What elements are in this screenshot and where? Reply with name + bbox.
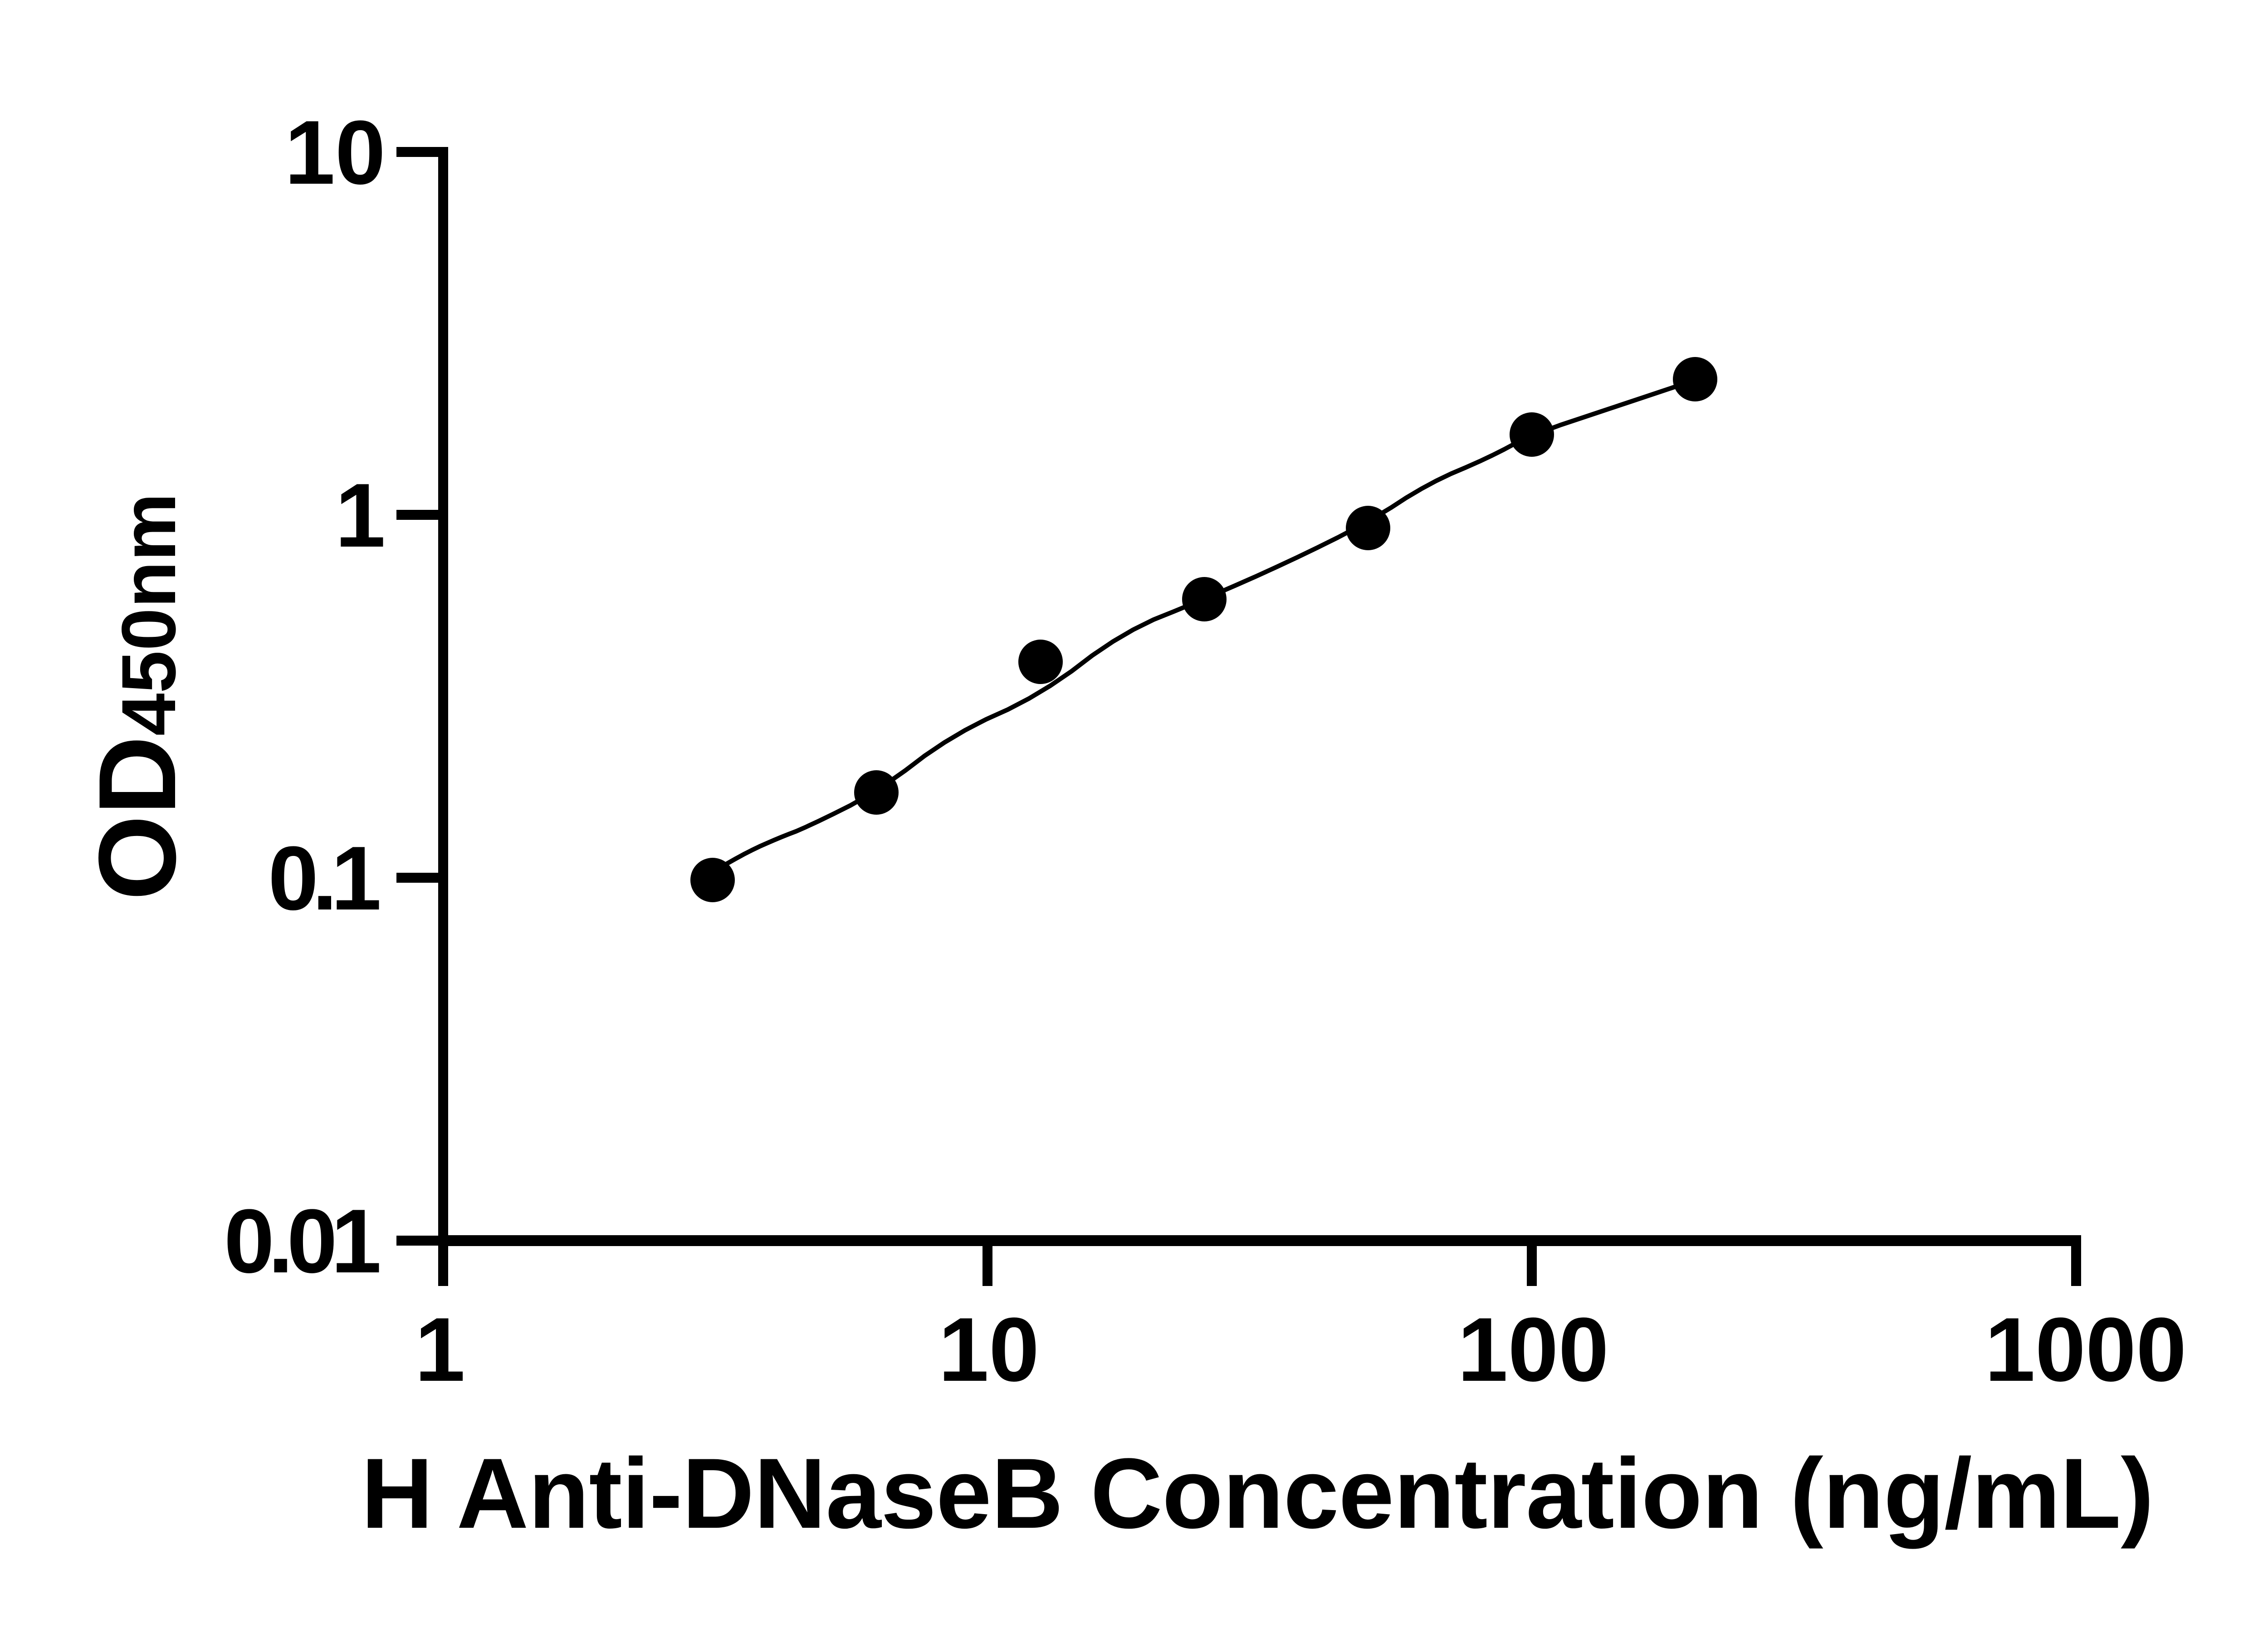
svg-text:10: 10 — [938, 1299, 1039, 1400]
svg-text:1: 1 — [415, 1299, 465, 1400]
svg-text:H Anti-DNaseB Concentration (n: H Anti-DNaseB Concentration (ng/mL) — [361, 1437, 2154, 1549]
svg-text:0.1: 0.1 — [268, 828, 379, 929]
svg-text:100: 100 — [1457, 1299, 1609, 1400]
svg-text:1: 1 — [335, 465, 386, 566]
svg-text:10: 10 — [285, 102, 386, 203]
svg-text:0.01: 0.01 — [224, 1191, 379, 1292]
svg-text:OD450nm: OD450nm — [76, 493, 199, 900]
svg-text:1000: 1000 — [1985, 1299, 2187, 1400]
